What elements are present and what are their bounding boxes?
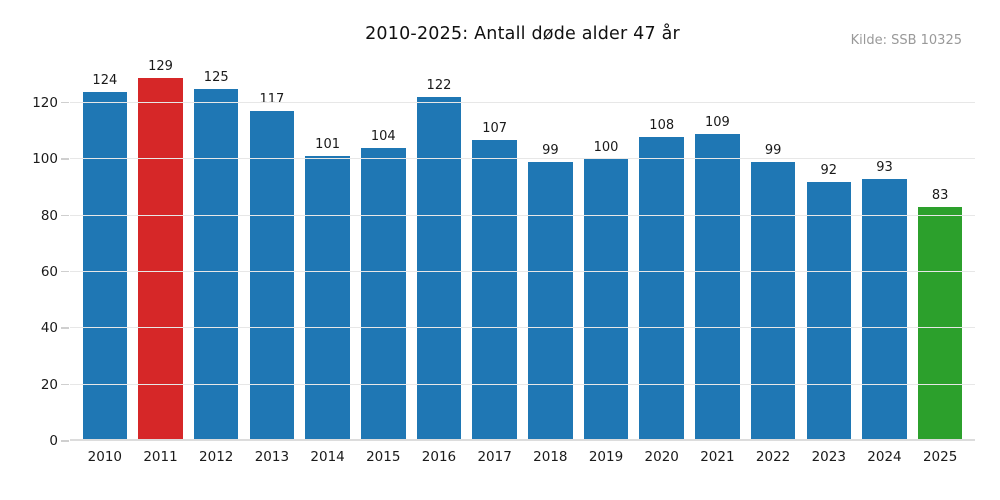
bar-2010 (82, 91, 128, 441)
bar-slot: 117 (244, 59, 300, 441)
bar-value-label: 125 (203, 69, 229, 85)
bar-2017 (472, 139, 517, 441)
x-axis-tick-label: 2017 (477, 449, 512, 465)
source-note: Kilde: SSB 10325 (850, 33, 962, 48)
bar-2021 (695, 133, 740, 441)
bar-value-label: 101 (315, 137, 340, 153)
y-tick-mark (61, 327, 69, 329)
y-axis-tick-label: 100 (32, 151, 58, 168)
y-tick-mark (61, 270, 69, 273)
x-axis-tick-label: 2013 (254, 449, 290, 465)
bar-value-label: 108 (649, 117, 675, 133)
x-axis-tick-label: 2015 (366, 449, 401, 465)
bar-value-label: 93 (876, 160, 893, 176)
x-axis-tick-label: 2023 (811, 449, 846, 465)
y-tick-mark (61, 383, 69, 386)
chart-title: 2010-2025: Antall døde alder 47 år (365, 24, 680, 44)
bar-2011 (138, 77, 183, 441)
y-tick-mark (61, 158, 69, 160)
bar-value-label: 107 (482, 120, 508, 136)
bar-slot: 100 (578, 59, 634, 441)
gridline (70, 383, 975, 385)
bar-slot: 108 (634, 59, 690, 441)
gridline (70, 158, 975, 160)
y-axis-tick-label: 120 (32, 94, 58, 111)
bar-2014 (305, 156, 350, 441)
bar-slot: 92 (801, 59, 857, 441)
bar-slot: 109 (690, 59, 746, 441)
bar-slot: 99 (745, 59, 801, 441)
bar-2015 (361, 148, 406, 441)
bar-2020 (639, 136, 684, 441)
bar-2016 (416, 97, 462, 441)
bar-slot: 83 (912, 59, 968, 441)
x-axis-tick-label: 2025 (922, 449, 958, 465)
x-axis-tick-label: 2014 (310, 449, 345, 465)
bar-value-label: 99 (542, 143, 559, 159)
bar-value-label: 99 (764, 143, 782, 159)
bar-value-label: 92 (820, 162, 838, 178)
y-axis-tick-label: 20 (40, 376, 58, 393)
bar-2012 (193, 88, 239, 441)
gridline (70, 327, 975, 329)
bar-2019 (583, 159, 629, 441)
bar-2025 (917, 207, 963, 441)
bar-value-label: 117 (259, 92, 285, 108)
bar-value-label: 122 (426, 78, 452, 94)
x-axis-tick-label: 2020 (644, 449, 679, 465)
bar-value-label: 129 (148, 58, 173, 74)
x-axis-tick-label: 2021 (700, 449, 735, 465)
y-axis-tick-label: 60 (40, 263, 58, 280)
bar-2022 (750, 162, 796, 441)
bar-value-label: 83 (931, 188, 949, 204)
x-axis-tick-label: 2019 (588, 449, 624, 465)
bar-value-label: 109 (704, 114, 730, 130)
bar-2013 (249, 111, 295, 441)
plot-area: 124 129 125 117 101 104 122 107 99 100 108 109 99 92 9… (70, 59, 975, 441)
x-axis-tick-label: 2018 (533, 449, 568, 465)
y-tick-mark (61, 101, 69, 104)
x-axis-tick-label: 2011 (143, 449, 178, 465)
x-axis-tick-label: 2024 (867, 449, 902, 465)
y-tick-mark (61, 440, 69, 442)
x-axis: 2010 2011 2012 2013 2014 2015 2016 2017 2018 2019… (77, 449, 968, 465)
x-axis-tick-label: 2010 (87, 449, 123, 465)
bar-value-label: 124 (92, 72, 118, 88)
bar-slot: 99 (523, 59, 579, 441)
bars-container: 124 129 125 117 101 104 122 107 99 100 108 109 99 92 9… (77, 59, 968, 441)
bar-slot: 129 (133, 59, 189, 441)
bar-slot: 107 (467, 59, 523, 441)
bar-slot: 125 (188, 59, 244, 441)
bar-value-label: 100 (593, 140, 619, 156)
gridline (70, 214, 975, 216)
bar-2024 (862, 179, 907, 441)
bar-2023 (806, 181, 852, 441)
y-axis-tick-label: 0 (49, 433, 58, 449)
gridline (70, 439, 975, 441)
bar-slot: 104 (355, 59, 411, 441)
bar-2018 (528, 162, 573, 441)
bar-slot: 124 (77, 59, 133, 441)
gridline (70, 101, 975, 103)
bar-value-label: 104 (370, 129, 396, 145)
bar-slot: 93 (857, 59, 913, 441)
y-axis-tick-label: 80 (40, 207, 58, 224)
gridline (70, 270, 975, 272)
y-axis: 0 20 40 60 80 100 120 (0, 59, 69, 449)
x-axis-tick-label: 2012 (199, 449, 234, 465)
y-axis-tick-label: 40 (40, 320, 58, 337)
bar-slot: 101 (300, 59, 356, 441)
x-axis-tick-label: 2022 (755, 449, 791, 465)
y-tick-mark (61, 214, 69, 217)
x-axis-tick-label: 2016 (421, 449, 457, 465)
